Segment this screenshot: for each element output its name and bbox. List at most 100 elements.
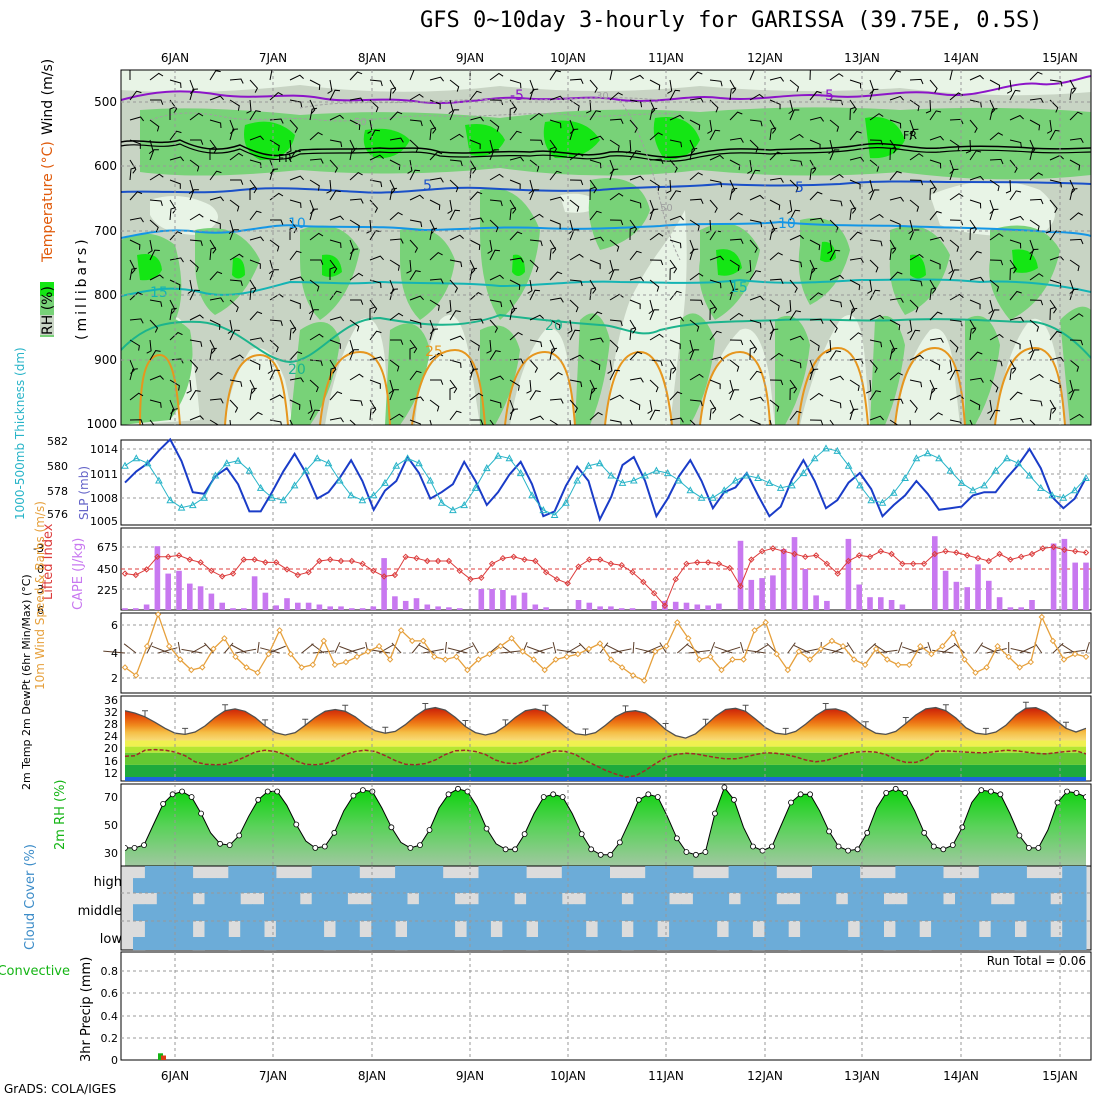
cape-bar [241, 608, 247, 610]
cloud-cell [966, 893, 980, 921]
contour-minus5 [121, 75, 1091, 104]
wind-barb [909, 128, 919, 141]
thickness-point [290, 481, 299, 489]
cloud-cell [597, 921, 610, 950]
cape-bar [370, 606, 377, 610]
cape-bar [867, 597, 873, 610]
wind10m-point [563, 653, 571, 661]
wind-barb [729, 79, 737, 94]
wind-barb [149, 375, 164, 381]
cloud-cell [133, 878, 146, 893]
wind-barb [349, 373, 364, 381]
wind-barb [529, 339, 543, 348]
wind-barb [149, 399, 162, 408]
wind-barb [449, 133, 464, 141]
wind-barb [149, 350, 161, 361]
thickness-point [946, 466, 955, 474]
cloud-level-label: low [100, 932, 123, 947]
li-point [866, 553, 874, 561]
rh-point [417, 842, 423, 848]
wind10m-point [165, 642, 173, 650]
wind-barb [869, 159, 880, 172]
wind-barb [789, 179, 799, 193]
wind-barb [629, 377, 644, 383]
wind-barb [129, 159, 137, 174]
wind-barb [389, 79, 397, 94]
wind-barb [949, 269, 960, 281]
wind-barb [289, 299, 301, 309]
wind-barb [729, 111, 743, 121]
wind-barb [169, 307, 177, 321]
cape-bar [845, 538, 852, 610]
wind-barb [649, 259, 664, 266]
cape-bar [143, 604, 150, 610]
temp-tick: 16 [104, 755, 118, 768]
wind-barb [849, 207, 857, 221]
wind-barb [609, 159, 615, 174]
wind-barb [289, 219, 298, 234]
wind-barb [149, 319, 159, 333]
wind-barb [289, 327, 296, 341]
wind-barb [709, 306, 716, 321]
cloud-cell [1074, 921, 1087, 950]
cloud-cell [299, 921, 313, 950]
wind-barb [209, 347, 217, 361]
wind-barb [929, 236, 945, 242]
wind-barb [129, 139, 141, 149]
wind-barb [949, 293, 964, 301]
wind-barb [689, 97, 704, 103]
wind10m-point [585, 645, 593, 653]
wind-barb [609, 319, 623, 327]
wind-barb [289, 150, 301, 161]
cloud-cell [240, 904, 253, 921]
cloud-cell [800, 878, 813, 893]
cloud-cell [133, 937, 146, 951]
cloud-cell [823, 866, 837, 893]
temp-minmax [702, 718, 709, 726]
wind-barb [1049, 299, 1057, 314]
li-point [996, 550, 1003, 558]
precip-tick: 0.6 [101, 987, 119, 1000]
wind-barb [789, 279, 798, 293]
wind-barb [969, 377, 984, 383]
rh-point [217, 840, 224, 847]
wind-barb [869, 189, 880, 201]
wind-barb [549, 196, 564, 202]
wind-barb [169, 179, 181, 189]
wind-barb [689, 172, 703, 181]
wind-barb [769, 352, 784, 361]
wind-barb [649, 359, 663, 367]
thickness-point [234, 456, 242, 464]
wind-barb [349, 147, 358, 161]
wind-barb [129, 392, 144, 401]
precip-total-bar [158, 1053, 163, 1060]
wind-barb [509, 199, 517, 214]
wind-barb [509, 299, 516, 314]
wind-barb [669, 316, 684, 322]
wind-barb [989, 233, 1004, 241]
cloud-cell [573, 921, 587, 950]
thickness-tick: 582 [47, 435, 68, 448]
cape-bar [424, 604, 431, 610]
wind-barb [889, 271, 903, 281]
wind-barb [989, 208, 999, 221]
wind-barb [589, 259, 601, 270]
cloud-cell [835, 904, 849, 921]
wind-barb [409, 419, 421, 425]
wind-barb [310, 259, 324, 265]
wind-barb [489, 173, 504, 181]
wind-barb [1029, 172, 1044, 181]
cloud-cell [1026, 921, 1039, 950]
cape-bar [888, 600, 895, 610]
cloud-cell [692, 878, 706, 893]
wind-barb [869, 239, 883, 247]
wind-barb [149, 299, 163, 307]
rh-point [502, 846, 509, 853]
rh-point [160, 801, 167, 807]
wind-barb [429, 278, 444, 284]
wind10m-barb [1010, 648, 1031, 654]
wind-barb [449, 410, 462, 421]
cloud-cell [478, 921, 491, 950]
wind-barb [169, 207, 176, 221]
wind-barb [489, 72, 504, 81]
